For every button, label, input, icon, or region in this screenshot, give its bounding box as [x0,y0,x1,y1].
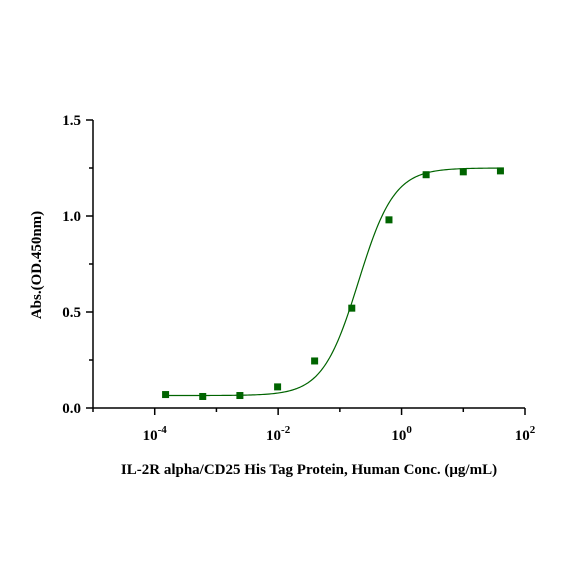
data-point [459,168,467,176]
x-axis: 10-4 10-2 100 102 [92,407,536,444]
data-point [274,383,282,391]
y-axis-title: Abs.(OD.450nm) [29,211,45,319]
data-point [311,357,319,365]
x-tick-label: 10-4 [143,424,168,444]
data-point [199,392,207,400]
plot-area [162,167,504,400]
data-point [496,167,504,175]
y-tick-label: 0.0 [62,401,81,417]
data-point [348,304,356,312]
data-point [162,391,170,399]
data-point [422,171,430,179]
fit-curve [165,167,501,397]
x-tick-label: 10-2 [266,424,291,444]
data-point [236,392,244,400]
y-tick-label: 1.0 [62,209,81,225]
x-tick-label: 102 [515,424,536,444]
x-axis-title: IL-2R alpha/CD25 His Tag Protein, Human … [121,462,497,478]
y-tick-label: 1.5 [62,113,81,129]
data-point [385,216,393,224]
x-tick-label: 100 [391,424,412,444]
y-axis: 0.0 0.5 1.0 1.5 [62,113,94,417]
y-tick-label: 0.5 [62,305,81,321]
